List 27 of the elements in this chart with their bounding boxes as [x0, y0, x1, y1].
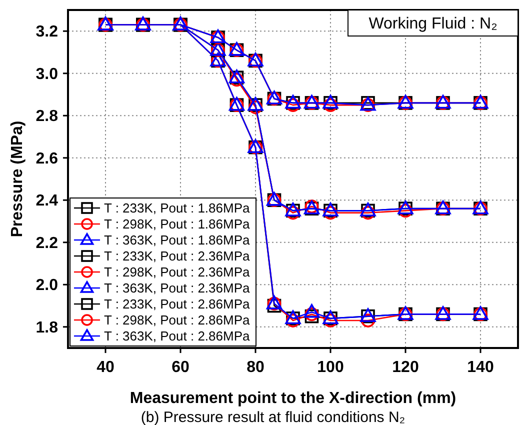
- y-tick-label: 2.4: [36, 192, 58, 210]
- x-tick-label: 100: [317, 359, 344, 376]
- legend-label: T : 233K, Pout : 1.86MPa: [104, 200, 251, 216]
- legend-label: T : 298K, Pout : 2.86MPa: [104, 312, 251, 328]
- x-tick-label: 40: [96, 359, 114, 376]
- legend-label: T : 233K, Pout : 2.36MPa: [104, 248, 251, 264]
- y-tick-label: 3.2: [36, 24, 58, 41]
- x-tick-label: 140: [467, 359, 494, 376]
- y-tick-label: 1.8: [36, 319, 58, 336]
- y-axis-title: Pressure (MPa): [9, 120, 26, 238]
- y-tick-label: 3.0: [36, 66, 58, 83]
- y-tick-label: 2.2: [36, 234, 58, 252]
- legend-label: T : 363K, Pout : 2.36MPa: [104, 280, 251, 296]
- y-tick-label: 2.8: [36, 108, 58, 126]
- legend-label: T : 363K, Pout : 1.86MPa: [104, 232, 251, 248]
- x-tick-label: 80: [246, 359, 264, 376]
- text: (b) Pressure result at fluid conditions N₂: [140, 409, 406, 425]
- legend-label: T : 298K, Pout : 2.36MPa: [104, 264, 251, 280]
- y-tick-label: 2.0: [36, 277, 58, 294]
- legend-label: T : 363K, Pout : 2.86MPa: [104, 328, 251, 344]
- annotation: Working Fluid : N₂: [368, 16, 498, 33]
- y-tick-label: 2.6: [36, 150, 58, 168]
- legend-label: T : 298K, Pout : 1.86MPa: [104, 216, 251, 232]
- x-tick-label: 60: [172, 359, 190, 376]
- x-axis-title: Measurement point to the X-direction (mm): [130, 390, 456, 407]
- x-tick-label: 120: [392, 359, 419, 376]
- legend-label: T : 233K, Pout : 2.86MPa: [104, 296, 251, 312]
